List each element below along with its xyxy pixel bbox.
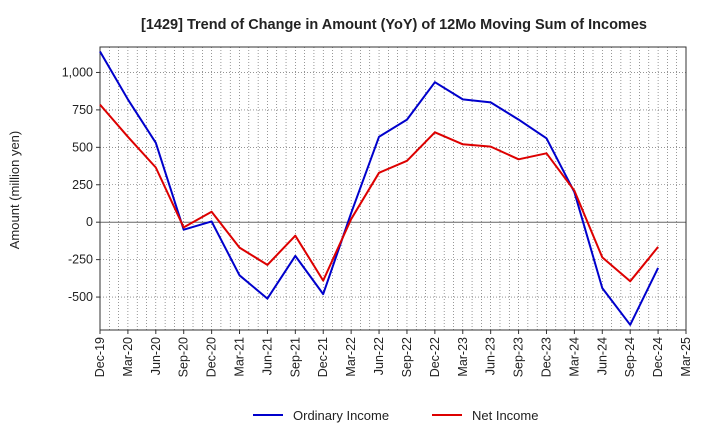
x-tick-label: Mar-25 xyxy=(679,337,693,377)
y-tick-label: -500 xyxy=(68,290,93,304)
plot-frame xyxy=(99,46,687,331)
x-tick-label: Jun-24 xyxy=(595,337,609,375)
grid xyxy=(100,47,686,330)
y-tick-label: 500 xyxy=(72,140,93,154)
x-tick-label: Dec-23 xyxy=(539,337,553,377)
series-line-ordinary-income xyxy=(99,50,659,326)
x-tick-label: Dec-21 xyxy=(316,337,330,377)
x-tick-label: Dec-24 xyxy=(651,337,665,377)
y-tick-label: 0 xyxy=(86,215,93,229)
x-tick-label: Mar-21 xyxy=(233,337,247,377)
y-tick-label: 250 xyxy=(72,178,93,192)
x-tick-label: Sep-20 xyxy=(177,337,191,377)
x-axis: Dec-19 Mar-20 Jun-20 Sep-20 Dec-20 Mar-21 Jun-… xyxy=(93,330,693,377)
series-lines xyxy=(99,50,659,326)
y-tick-label: -250 xyxy=(68,253,93,267)
x-tick-label: Dec-22 xyxy=(428,337,442,377)
x-tick-label: Jun-21 xyxy=(260,337,274,375)
y-tick-label: 750 xyxy=(72,103,93,117)
x-tick-label: Sep-21 xyxy=(288,337,302,377)
legend-label: Net Income xyxy=(472,408,538,423)
legend: Ordinary Income Net Income xyxy=(253,408,538,423)
y-axis: -500 -250 0 250 500 750 1,000 xyxy=(62,65,100,304)
x-tick-label: Sep-24 xyxy=(623,337,637,377)
y-tick-label: 1,000 xyxy=(62,65,93,79)
x-tick-label: Mar-23 xyxy=(456,337,470,377)
x-tick-label: Dec-20 xyxy=(205,337,219,377)
x-tick-label: Sep-23 xyxy=(512,337,526,377)
x-tick-label: Sep-22 xyxy=(400,337,414,377)
x-tick-label: Mar-22 xyxy=(344,337,358,377)
legend-label: Ordinary Income xyxy=(293,408,389,423)
x-tick-label: Jun-23 xyxy=(484,337,498,375)
x-tick-label: Jun-20 xyxy=(149,337,163,375)
chart-title: [1429] Trend of Change in Amount (YoY) o… xyxy=(141,17,647,33)
x-tick-label: Mar-24 xyxy=(567,337,581,377)
y-axis-label: Amount (million yen) xyxy=(7,131,22,250)
x-tick-label: Jun-22 xyxy=(372,337,386,375)
x-tick-label: Dec-19 xyxy=(93,337,107,377)
x-tick-label: Mar-20 xyxy=(121,337,135,377)
series-line-net-income xyxy=(99,103,659,283)
